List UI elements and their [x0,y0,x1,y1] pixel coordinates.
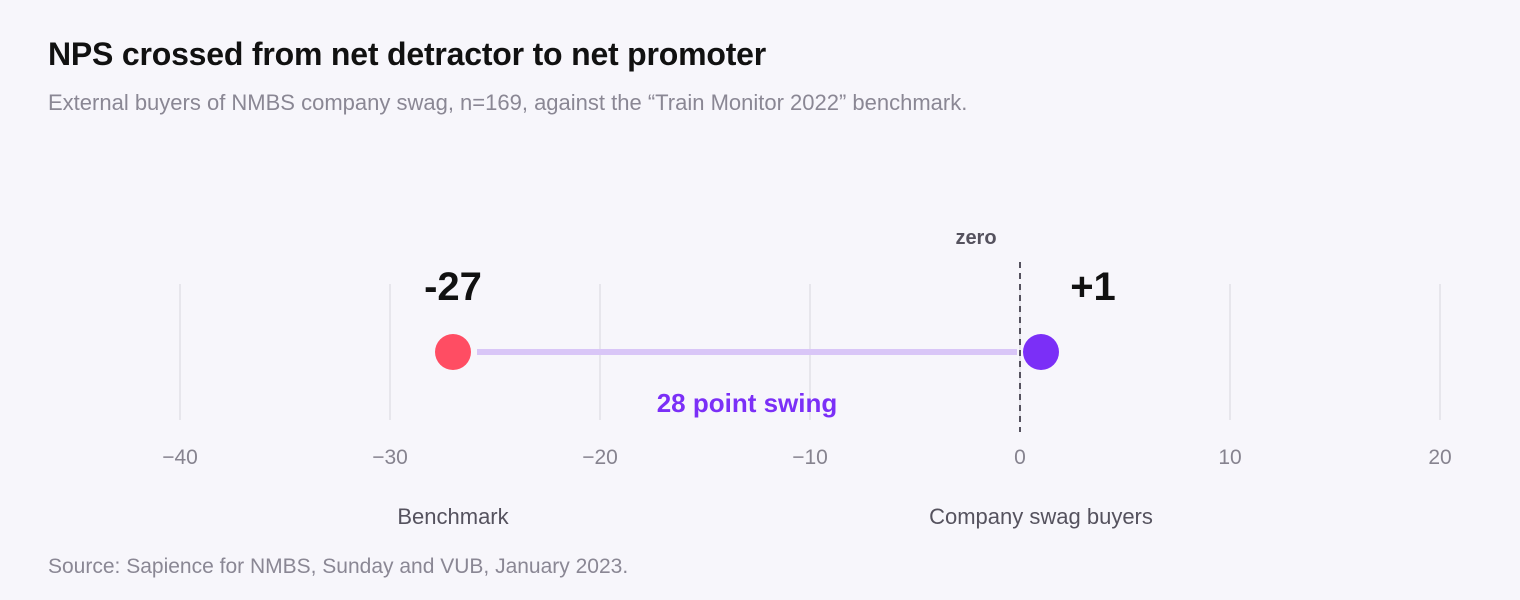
x-tick-label: 0 [1014,446,1026,469]
x-tick-label: −30 [372,446,408,469]
x-axis-ticks: −40 −30 −20 −10 0 10 20 [162,446,1451,469]
x-tick-label: 10 [1218,446,1241,469]
source-note: Source: Sapience for NMBS, Sunday and VU… [48,555,629,578]
data-point-benchmark [435,334,471,370]
x-tick-label: −20 [582,446,618,469]
zero-reference-label: zero [955,227,996,249]
chart-title: NPS crossed from net detractor to net pr… [48,36,767,72]
value-label: +1 [1070,265,1116,309]
x-tick-label: −40 [162,446,198,469]
category-label: Benchmark [397,504,509,529]
category-label: Company swag buyers [929,504,1153,529]
x-tick-label: −10 [792,446,828,469]
x-tick-label: 20 [1428,446,1451,469]
chart-subtitle: External buyers of NMBS company swag, n=… [48,90,968,115]
value-label: -27 [424,265,482,309]
data-point-company-swag-buyers [1023,334,1059,370]
data-points: -27 Benchmark +1 Company swag buyers [397,265,1153,529]
swing-annotation: 28 point swing [657,388,838,418]
